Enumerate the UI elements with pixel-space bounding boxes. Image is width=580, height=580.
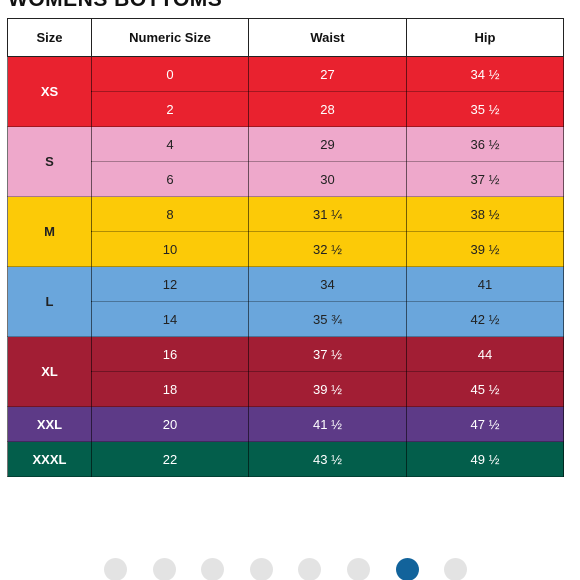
- hip-cell: 49 ½: [406, 441, 564, 477]
- table-body: XS 0 27 34 ½ 2 28 35 ½ S 4 29 36 ½ 6 30 37 ½ M 8 31 ¼ 38 …: [7, 56, 564, 477]
- table-row: L 12 34 41: [7, 266, 564, 337]
- table-header-row: Size Numeric Size Waist Hip: [7, 18, 564, 57]
- table-row: XXL 20 41 ½ 47 ½: [7, 406, 564, 442]
- numeric-size-cell: 4: [91, 126, 249, 162]
- table-row: S 4 29 36 ½: [7, 126, 564, 197]
- table-row: 6 30 37 ½: [8, 161, 564, 197]
- column-header-hip: Hip: [406, 18, 564, 57]
- numeric-size-cell: 8: [91, 196, 249, 232]
- numeric-size-cell: 16: [91, 336, 249, 372]
- hip-cell: 35 ½: [406, 91, 564, 127]
- numeric-size-cell: 10: [91, 231, 249, 267]
- table-row: XL 16 37 ½ 44: [7, 336, 564, 407]
- pagination-dot[interactable]: [298, 558, 322, 580]
- size-chart-table: Size Numeric Size Waist Hip XS 0 27 34 ½ 2 28…: [7, 18, 564, 477]
- numeric-size-cell: 22: [91, 441, 249, 477]
- page-title: WOMENS BOTTOMS: [8, 0, 222, 12]
- numeric-size-cell: 0: [91, 56, 249, 92]
- size-label-cell: S: [7, 126, 92, 197]
- waist-cell: 43 ½: [248, 441, 407, 477]
- pagination-dot[interactable]: [152, 558, 176, 580]
- pagination-dot[interactable]: [444, 558, 468, 580]
- waist-cell: 41 ½: [248, 406, 407, 442]
- numeric-size-cell: 20: [91, 406, 249, 442]
- hip-cell: 42 ½: [406, 301, 564, 337]
- table-row: 18 39 ½ 45 ½: [8, 371, 564, 407]
- numeric-size-cell: 6: [91, 161, 249, 197]
- hip-cell: 47 ½: [406, 406, 564, 442]
- waist-cell: 31 ¼: [248, 196, 407, 232]
- table-row: 14 35 ¾ 42 ½: [8, 301, 564, 337]
- waist-cell: 30: [248, 161, 407, 197]
- size-label-cell: XL: [7, 336, 92, 407]
- pagination-dot-active[interactable]: [395, 558, 419, 580]
- size-label-cell: XXXL: [7, 441, 92, 477]
- table-row: XS 0 27 34 ½: [7, 56, 564, 127]
- waist-cell: 35 ¾: [248, 301, 407, 337]
- hip-cell: 36 ½: [406, 126, 564, 162]
- size-label-cell: M: [7, 196, 92, 267]
- waist-cell: 32 ½: [248, 231, 407, 267]
- carousel-pagination: [0, 558, 580, 580]
- column-header-waist: Waist: [248, 18, 407, 57]
- table-row: 10 32 ½ 39 ½: [8, 231, 564, 267]
- numeric-size-cell: 2: [91, 91, 249, 127]
- waist-cell: 39 ½: [248, 371, 407, 407]
- pagination-dot[interactable]: [249, 558, 273, 580]
- size-label-cell: L: [7, 266, 92, 337]
- waist-cell: 29: [248, 126, 407, 162]
- numeric-size-cell: 18: [91, 371, 249, 407]
- hip-cell: 37 ½: [406, 161, 564, 197]
- hip-cell: 41: [406, 266, 564, 302]
- table-row: XXXL 22 43 ½ 49 ½: [7, 441, 564, 477]
- numeric-size-cell: 14: [91, 301, 249, 337]
- hip-cell: 38 ½: [406, 196, 564, 232]
- column-header-numeric-size: Numeric Size: [91, 18, 249, 57]
- waist-cell: 34: [248, 266, 407, 302]
- pagination-dot[interactable]: [104, 558, 127, 580]
- waist-cell: 37 ½: [248, 336, 407, 372]
- hip-cell: 44: [406, 336, 564, 372]
- size-label-cell: XXL: [7, 406, 92, 442]
- waist-cell: 27: [248, 56, 407, 92]
- hip-cell: 34 ½: [406, 56, 564, 92]
- size-label-cell: XS: [7, 56, 92, 127]
- pagination-dot[interactable]: [201, 558, 225, 580]
- table-row: 2 28 35 ½: [8, 91, 564, 127]
- table-row: M 8 31 ¼ 38 ½: [7, 196, 564, 267]
- hip-cell: 39 ½: [406, 231, 564, 267]
- pagination-dot[interactable]: [347, 558, 370, 580]
- column-header-size: Size: [7, 18, 92, 57]
- hip-cell: 45 ½: [406, 371, 564, 407]
- waist-cell: 28: [248, 91, 407, 127]
- numeric-size-cell: 12: [91, 266, 249, 302]
